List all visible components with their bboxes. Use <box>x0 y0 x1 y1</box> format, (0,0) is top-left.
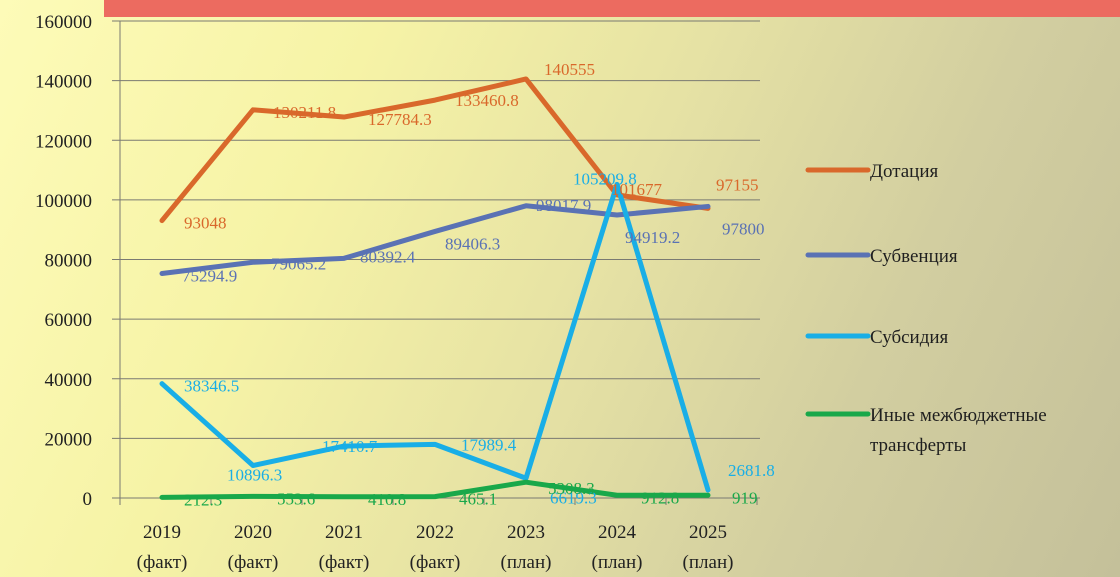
series-line-1 <box>159 76 711 224</box>
x-tick-label: (факт) <box>410 552 461 573</box>
data-label: 97800 <box>722 219 765 238</box>
data-label: 89406.3 <box>445 234 500 253</box>
legend-label: Иные межбюджетные <box>870 405 1047 426</box>
x-tick-label: (факт) <box>319 552 370 573</box>
x-tick-label: 2019 <box>143 522 181 543</box>
data-label: 410.8 <box>368 490 406 509</box>
data-label: 5308.3 <box>548 479 595 498</box>
data-label: 919 <box>732 488 758 507</box>
data-label: 79065.2 <box>271 254 326 273</box>
y-tick-label: 160000 <box>35 12 92 33</box>
y-tick-label: 140000 <box>35 72 92 93</box>
data-label: 38346.5 <box>184 377 239 396</box>
legend-label: Субвенция <box>870 246 958 267</box>
gridlines <box>112 20 760 439</box>
y-tick-label: 40000 <box>45 370 93 391</box>
legend-label: трансферты <box>870 435 967 456</box>
data-label: 140555 <box>544 60 595 79</box>
x-tick-label: (план) <box>501 552 552 573</box>
data-label: 105209.8 <box>573 169 637 188</box>
y-tick-label: 100000 <box>35 191 92 212</box>
data-label: 127784.3 <box>368 110 432 129</box>
legend: Дотация Субвенция Субсидия Иные межбюджетны… <box>805 161 1047 456</box>
data-label: 80392.4 <box>360 247 416 266</box>
data-label: 912.8 <box>641 488 679 507</box>
legend-label: Субсидия <box>870 327 949 348</box>
data-label: 212.3 <box>184 490 222 509</box>
data-label: 97155 <box>716 175 759 194</box>
y-tick-label: 60000 <box>45 310 93 331</box>
y-tick-label: 0 <box>83 489 93 510</box>
data-label: 465.1 <box>459 490 497 509</box>
data-label: 93048 <box>184 214 227 233</box>
data-label: 553.6 <box>277 489 315 508</box>
series-line-2 <box>159 203 711 277</box>
data-label: 101677 <box>611 180 663 199</box>
y-tick-label: 120000 <box>35 131 92 152</box>
data-label: 98017.9 <box>536 196 591 215</box>
data-label: 130211.8 <box>273 103 336 122</box>
data-label: 2681.8 <box>728 461 775 480</box>
data-label: 17410.7 <box>322 437 378 456</box>
x-tick-label: (факт) <box>137 552 188 573</box>
x-tick-label: (план) <box>683 552 734 573</box>
x-tick-label: 2020 <box>234 522 272 543</box>
x-tick-label: 2022 <box>416 522 454 543</box>
data-label: 6619.3 <box>550 488 597 507</box>
data-label: 133460.8 <box>455 91 519 110</box>
data-label: 10896.3 <box>227 466 282 485</box>
data-label: 17989.4 <box>461 435 517 454</box>
legend-label: Дотация <box>870 161 939 182</box>
x-tick-label: (план) <box>592 552 643 573</box>
x-tick-label: 2025 <box>689 522 727 543</box>
x-tick-label: 2024 <box>598 522 637 543</box>
x-tick-label: (факт) <box>228 552 279 573</box>
data-label: 94919.2 <box>625 228 680 247</box>
y-tick-label: 80000 <box>45 251 93 272</box>
data-label: 75294.9 <box>182 267 237 286</box>
data-labels: 93048 130211.8 127784.3 133460.8 140555 10167… <box>182 60 775 509</box>
x-tick-label: 2023 <box>507 522 545 543</box>
series-lines <box>159 76 711 500</box>
x-tick-label: 2021 <box>325 522 363 543</box>
title-banner <box>104 0 1120 17</box>
series-line-4 <box>159 479 711 500</box>
y-tick-label: 20000 <box>45 429 93 450</box>
series-line-3 <box>159 181 711 493</box>
